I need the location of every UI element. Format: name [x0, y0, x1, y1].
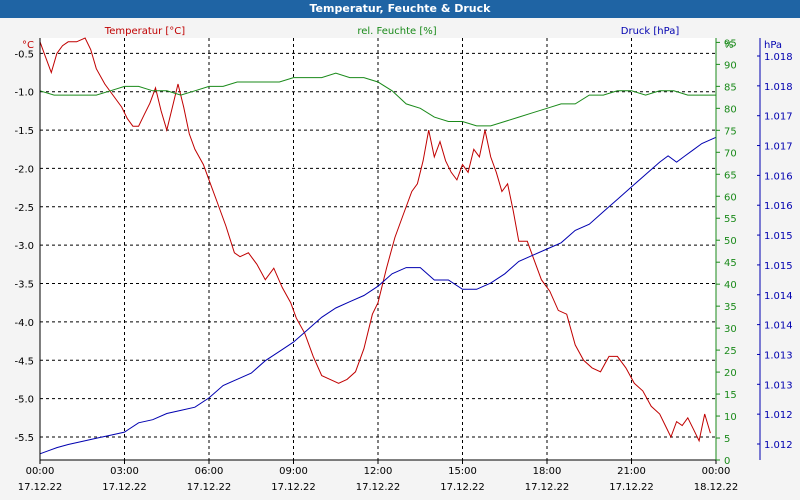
- x-tick-time: 15:00: [448, 466, 477, 477]
- humidity-tick-label: 45: [724, 258, 737, 269]
- x-tick-date: 17.12.22: [440, 482, 485, 493]
- series-label-humidity: rel. Feuchte [%]: [357, 26, 436, 37]
- temperature-tick-label: -5.0: [14, 395, 34, 406]
- pressure-tick-label: 1.013: [764, 350, 793, 361]
- pressure-tick-label: 1.018: [764, 52, 793, 63]
- humidity-tick-label: 80: [724, 104, 737, 115]
- temperature-tick-label: -5.5: [14, 433, 34, 444]
- x-tick-time: 12:00: [364, 466, 393, 477]
- pressure-tick-label: 1.017: [764, 142, 793, 153]
- x-tick-date: 17.12.22: [18, 482, 63, 493]
- x-tick-date: 17.12.22: [271, 482, 316, 493]
- humidity-tick-label: 50: [724, 236, 737, 247]
- chart-title: Temperatur, Feuchte & Druck: [0, 0, 800, 18]
- temperature-tick-label: -2.0: [14, 164, 34, 175]
- pressure-tick-label: 1.016: [764, 201, 793, 212]
- pressure-tick-label: 1.013: [764, 380, 793, 391]
- humidity-tick-label: 40: [724, 280, 737, 291]
- series-label-pressure: Druck [hPa]: [621, 26, 680, 37]
- pressure-tick-label: 1.012: [764, 440, 793, 451]
- pressure-tick-label: 1.015: [764, 261, 793, 272]
- series-label-temperature: Temperatur [°C]: [104, 26, 185, 37]
- pressure-tick-label: 1.012: [764, 410, 793, 421]
- pressure-tick-label: 1.014: [764, 321, 793, 332]
- pressure-tick-label: 1.014: [764, 291, 793, 302]
- series-layer: [39, 37, 717, 455]
- humidity-tick-label: 70: [724, 148, 737, 159]
- humidity-tick-label: 0: [724, 456, 730, 467]
- x-tick-date: 17.12.22: [102, 482, 147, 493]
- humidity-tick-label: 20: [724, 368, 737, 379]
- x-tick-time: 00:00: [702, 466, 731, 477]
- x-tick-date: 17.12.22: [356, 482, 401, 493]
- humidity-tick-label: 95: [724, 38, 737, 49]
- humidity-tick-label: 90: [724, 60, 737, 71]
- humidity-tick-label: 85: [724, 82, 737, 93]
- x-tick-time: 18:00: [533, 466, 562, 477]
- x-tick-time: 21:00: [617, 466, 646, 477]
- x-tick-date: 17.12.22: [187, 482, 232, 493]
- temperature-tick-label: -4.5: [14, 356, 34, 367]
- humidity-tick-label: 60: [724, 192, 737, 203]
- humidity-tick-label: 35: [724, 302, 737, 313]
- humidity-tick-label: 10: [724, 412, 737, 423]
- temperature-tick-label: -0.5: [14, 49, 34, 60]
- temperature-tick-label: -3.5: [14, 280, 34, 291]
- temperature-tick-label: -4.0: [14, 318, 34, 329]
- pressure-unit: hPa: [764, 40, 782, 51]
- axes-layer: [39, 38, 761, 464]
- x-tick-time: 03:00: [110, 466, 139, 477]
- chart-area: 00:00 17.12.22 03:00 17.12.22 06:00 17.12.22 0…: [14, 26, 792, 493]
- pressure-tick-label: 1.018: [764, 82, 793, 93]
- temperature-tick-label: -1.5: [14, 126, 34, 137]
- humidity-unit: %: [724, 40, 734, 51]
- temperature-unit: °C: [22, 40, 34, 51]
- humidity-tick-label: 25: [724, 346, 737, 357]
- pressure-tick-label: 1.017: [764, 112, 793, 123]
- grid-lines: [40, 38, 716, 460]
- humidity-tick-label: 65: [724, 170, 737, 181]
- x-tick-date: 18.12.22: [694, 482, 739, 493]
- x-tick-date: 17.12.22: [609, 482, 654, 493]
- x-tick-date: 17.12.22: [525, 482, 570, 493]
- x-tick-time: 09:00: [279, 466, 308, 477]
- x-tick-time: 06:00: [195, 466, 224, 477]
- pressure-tick-label: 1.015: [764, 231, 793, 242]
- temperature-tick-label: -3.0: [14, 241, 34, 252]
- series-line-humidity: [39, 72, 716, 127]
- x-tick-time: 00:00: [26, 466, 55, 477]
- humidity-tick-label: 15: [724, 390, 737, 401]
- humidity-tick-label: 30: [724, 324, 737, 335]
- temperature-tick-label: -2.5: [14, 203, 34, 214]
- series-line-pressure: [39, 136, 717, 455]
- series-line-temperature: [39, 37, 711, 443]
- humidity-tick-label: 5: [724, 434, 730, 445]
- humidity-tick-label: 55: [724, 214, 737, 225]
- humidity-tick-label: 75: [724, 126, 737, 137]
- temperature-tick-label: -1.0: [14, 88, 34, 99]
- pressure-tick-label: 1.016: [764, 171, 793, 182]
- labels-layer: 00:00 17.12.22 03:00 17.12.22 06:00 17.12.22 0…: [14, 26, 792, 493]
